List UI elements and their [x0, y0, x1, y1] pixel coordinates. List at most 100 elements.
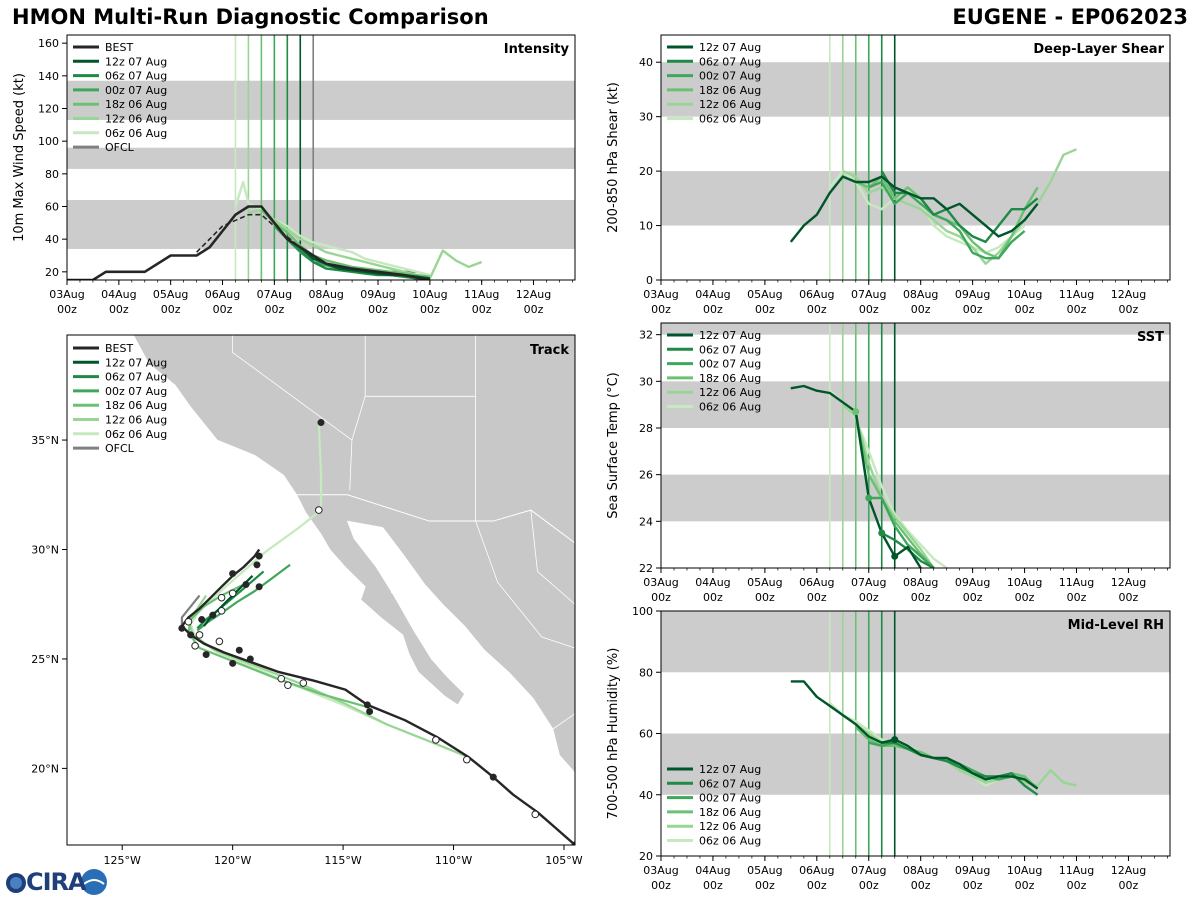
shear-xtick-label-3-1: 00z — [807, 303, 827, 316]
rh-ytick-label-2: 60 — [639, 728, 653, 741]
track-ytick-label-3: 35°N — [31, 434, 59, 447]
sst-xtick-label-5-0: 08Aug — [903, 576, 938, 589]
sst-xtick-label-2-0: 05Aug — [747, 576, 782, 589]
track-legend-label-best: BEST — [105, 342, 133, 355]
shear-ytick-label-2: 20 — [639, 165, 653, 178]
intensity-xtick-label-2-0: 05Aug — [153, 288, 188, 301]
shear-xtick-label-8-1: 00z — [1067, 303, 1087, 316]
shear-xtick-label-0-0: 03Aug — [643, 288, 678, 301]
intensity-plot-area — [67, 35, 575, 280]
track-xtick-label-2: 115°W — [324, 854, 361, 867]
intensity-legend-label-00z-07-aug: 00z 07 Aug — [105, 84, 167, 97]
sst-xtick-label-6-1: 00z — [963, 591, 983, 604]
intensity-xtick-label-4-0: 07Aug — [257, 288, 292, 301]
sst-marker-0 — [891, 552, 899, 560]
sst-legend-label-06z-06-aug: 06z 06 Aug — [699, 401, 761, 414]
rh-ytick-label-3: 80 — [639, 666, 653, 679]
track-xtick-label-4: 105°W — [545, 854, 582, 867]
shear-title: Deep-Layer Shear — [1033, 42, 1164, 57]
shear-series-12z-07-aug — [789, 175, 1039, 243]
rh-ytick-label-4: 100 — [632, 605, 653, 618]
track-point-open-8 — [215, 637, 224, 646]
track-point-open-7 — [195, 631, 204, 639]
sst-xtick-label-4-1: 00z — [859, 591, 879, 604]
intensity-legend-label-ofcl: OFCL — [105, 141, 135, 154]
shear-xtick-label-4-0: 07Aug — [851, 288, 886, 301]
land-mass — [132, 335, 575, 774]
intensity-xtick-label-3-0: 06Aug — [205, 288, 240, 301]
track-legend-label-18z-06-aug: 18z 06 Aug — [105, 399, 167, 412]
track-ofcl — [180, 594, 201, 629]
sst-ytick-label-1: 24 — [639, 515, 653, 528]
shear-ytick-label-4: 40 — [639, 56, 653, 69]
intensity-xtick-label-0-1: 00z — [57, 303, 77, 316]
shear-xtick-label-5-1: 00z — [911, 303, 931, 316]
intensity-ytick-label-5: 120 — [38, 103, 59, 116]
rh-marker-0 — [891, 736, 899, 744]
sst-frame — [660, 322, 1171, 569]
intensity-ytick-label-0: 20 — [45, 266, 59, 279]
rh-legend-label-12z-06-aug: 12z 06 Aug — [699, 820, 761, 833]
track-legend-label-06z-06-aug: 06z 06 Aug — [105, 428, 167, 441]
sst-band-0 — [661, 474, 1170, 522]
rh-series-12z-07-aug — [790, 680, 1039, 790]
rh-xtick-label-9-1: 00z — [1119, 879, 1139, 892]
shear-band-1 — [661, 62, 1170, 117]
track-point-filled-10 — [209, 611, 217, 619]
intensity-ytick-label-1: 40 — [45, 233, 59, 246]
shear-frame — [660, 34, 1171, 281]
track-point-filled-13 — [255, 583, 263, 591]
shear-xtick-label-5-0: 08Aug — [903, 288, 938, 301]
intensity-ytick-label-3: 80 — [45, 168, 59, 181]
sst-marker-3 — [852, 408, 860, 416]
intensity-xtick-label-5-1: 00z — [316, 303, 336, 316]
shear-legend-label-06z-06-aug: 06z 06 Aug — [699, 113, 761, 126]
sst-title: SST — [1137, 330, 1164, 345]
track-point-open-6 — [184, 617, 193, 626]
rh-ytick-label-1: 40 — [639, 789, 653, 802]
intensity-ytick-label-7: 160 — [38, 37, 59, 50]
sst-xtick-label-7-0: 10Aug — [1007, 576, 1042, 589]
track-point-filled-3 — [366, 707, 374, 715]
shear-xtick-label-0-1: 00z — [651, 303, 671, 316]
track-point-filled-7 — [187, 631, 195, 639]
main-title: HMON Multi-Run Diagnostic Comparison — [12, 5, 489, 29]
rh-xtick-label-4-1: 00z — [859, 879, 879, 892]
intensity-xtick-label-1-1: 00z — [109, 303, 129, 316]
shear-legend-label-00z-07-aug: 00z 07 Aug — [699, 70, 761, 83]
intensity-legend-label-06z-06-aug: 06z 06 Aug — [105, 127, 167, 140]
sst-ytick-label-4: 30 — [639, 375, 653, 388]
shear-series-00z-07-aug — [868, 180, 1026, 260]
intensity-legend-label-best: BEST — [105, 41, 133, 54]
sst-legend-label-18z-06-aug: 18z 06 Aug — [699, 372, 761, 385]
rh-xtick-label-8-1: 00z — [1067, 879, 1087, 892]
intensity-xtick-label-1-0: 04Aug — [101, 288, 136, 301]
intensity-ylabel: 10m Max Wind Speed (kt) — [12, 73, 27, 242]
state-border-5 — [475, 520, 575, 649]
rh-xtick-label-4-0: 07Aug — [851, 864, 886, 877]
intensity-xtick-label-9-0: 12Aug — [516, 288, 551, 301]
rh-xtick-label-3-1: 00z — [807, 879, 827, 892]
cira-logo-text: CIRA — [26, 868, 87, 896]
intensity-series-12z-06-aug — [248, 208, 483, 280]
rh-series-06z-07-aug — [881, 741, 1039, 796]
track-legend-label-06z-07-aug: 06z 07 Aug — [105, 371, 167, 384]
intensity-band-2 — [67, 80, 575, 120]
shear-xtick-label-6-1: 00z — [963, 303, 983, 316]
rh-legend-label-06z-06-aug: 06z 06 Aug — [699, 835, 761, 848]
track-point-filled-6 — [202, 651, 210, 659]
sst-legend-label-12z-06-aug: 12z 06 Aug — [699, 386, 761, 399]
state-border-3 — [351, 396, 366, 441]
intensity-xtick-label-0-0: 03Aug — [49, 288, 84, 301]
rh-xtick-label-1-1: 00z — [703, 879, 723, 892]
intensity-xtick-label-8-1: 00z — [472, 303, 492, 316]
track-legend-label-ofcl: OFCL — [105, 442, 135, 455]
rh-xtick-label-6-1: 00z — [963, 879, 983, 892]
track-point-open-12 — [314, 506, 323, 514]
sst-xtick-label-3-1: 00z — [807, 591, 827, 604]
sst-xtick-label-1-0: 04Aug — [695, 576, 730, 589]
track-legend-label-12z-07-aug: 12z 07 Aug — [105, 356, 167, 369]
track-point-filled-14 — [253, 561, 261, 569]
track-point-open-3 — [284, 681, 292, 690]
